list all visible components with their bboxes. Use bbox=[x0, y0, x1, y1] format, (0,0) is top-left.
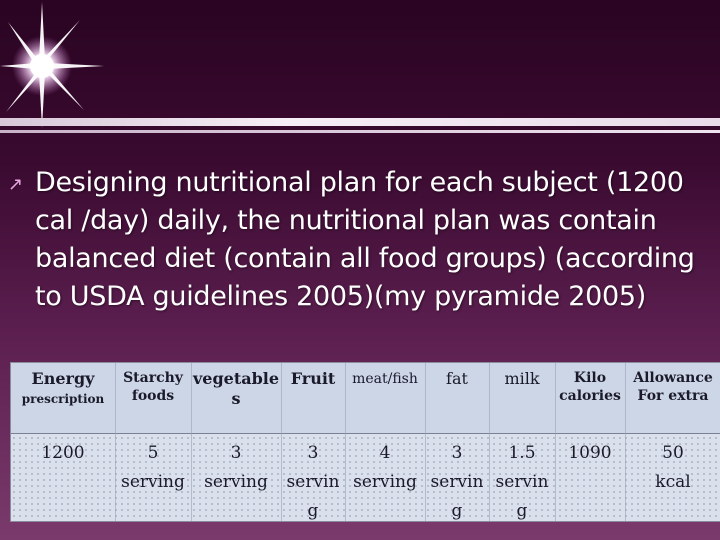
column-divider bbox=[345, 363, 346, 521]
bullet-text: Designing nutritional plan for each subj… bbox=[35, 167, 695, 312]
value-starchy-line1: 5 bbox=[147, 443, 159, 463]
value-milk: 1.5 servin g bbox=[489, 439, 555, 526]
value-allowance-line1: 50 bbox=[662, 443, 684, 463]
value-fruit-line2: servin bbox=[286, 472, 340, 492]
header-starchy-line1: Starchy bbox=[123, 370, 183, 386]
value-kilo-text: 1090 bbox=[568, 443, 612, 463]
header-starchy: Starchy foods bbox=[115, 369, 191, 405]
header-starchy-line2: foods bbox=[131, 388, 175, 404]
header-milk: milk bbox=[489, 369, 555, 389]
nutrition-table: Energy prescription Starchy foods vegeta… bbox=[10, 362, 720, 522]
value-vegetables-line1: 3 bbox=[230, 443, 242, 463]
divider-bar bbox=[0, 118, 720, 126]
value-vegetables: 3 serving bbox=[191, 439, 281, 497]
header-vegetables-line2: s bbox=[231, 389, 241, 408]
value-energy: 1200 bbox=[11, 439, 115, 468]
value-fat-line2: servin bbox=[430, 472, 484, 492]
header-allowance-line1: Allowance bbox=[633, 370, 713, 386]
column-divider bbox=[555, 363, 556, 521]
header-fat-label: fat bbox=[446, 369, 468, 388]
header-kilo-line1: Kilo bbox=[573, 370, 607, 386]
value-milk-line3: g bbox=[516, 501, 528, 521]
value-meatfish: 4 serving bbox=[345, 439, 425, 497]
value-fruit-line3: g bbox=[307, 501, 319, 521]
starburst-icon bbox=[0, 2, 104, 128]
value-fat-line3: g bbox=[451, 501, 463, 521]
header-kilocalories: Kilo calories bbox=[555, 369, 625, 405]
bullet-point: ↗ Designing nutritional plan for each su… bbox=[8, 164, 718, 316]
value-kilocalories: 1090 bbox=[555, 439, 625, 468]
divider-line bbox=[0, 130, 720, 133]
column-divider bbox=[425, 363, 426, 521]
value-fat-line1: 3 bbox=[451, 443, 463, 463]
header-kilo-line2: calories bbox=[559, 388, 621, 404]
value-energy-text: 1200 bbox=[41, 443, 85, 463]
value-vegetables-line2: serving bbox=[204, 472, 268, 492]
column-divider bbox=[625, 363, 626, 521]
header-energy-line2: prescription bbox=[21, 392, 105, 406]
header-fruit: Fruit bbox=[281, 369, 345, 389]
value-milk-line2: servin bbox=[495, 472, 549, 492]
value-starchy-line2: serving bbox=[121, 472, 185, 492]
column-divider bbox=[191, 363, 192, 521]
value-fat: 3 servin g bbox=[425, 439, 489, 526]
header-meatfish-label: meat/fish bbox=[352, 371, 418, 387]
column-divider bbox=[489, 363, 490, 521]
header-fruit-label: Fruit bbox=[290, 369, 336, 388]
header-milk-label: milk bbox=[504, 369, 540, 388]
value-fruit: 3 servin g bbox=[281, 439, 345, 526]
value-meatfish-line2: serving bbox=[353, 472, 417, 492]
value-starchy: 5 serving bbox=[115, 439, 191, 497]
value-allowance-line2: kcal bbox=[655, 472, 691, 492]
arrow-bullet-icon: ↗ bbox=[8, 174, 23, 195]
column-divider bbox=[281, 363, 282, 521]
header-meatfish: meat/fish bbox=[345, 369, 425, 389]
header-energy: Energy prescription bbox=[11, 369, 115, 409]
header-vegetables: vegetable s bbox=[191, 369, 281, 409]
header-fat: fat bbox=[425, 369, 489, 389]
header-vegetables-line1: vegetable bbox=[192, 369, 280, 388]
value-milk-line1: 1.5 bbox=[508, 443, 536, 463]
header-allowance: Allowance For extra bbox=[625, 369, 720, 405]
value-meatfish-line1: 4 bbox=[379, 443, 391, 463]
value-allowance: 50 kcal bbox=[625, 439, 720, 497]
header-energy-line1: Energy bbox=[31, 369, 95, 388]
column-divider bbox=[115, 363, 116, 521]
value-fruit-line1: 3 bbox=[307, 443, 319, 463]
header-allowance-line2: For extra bbox=[637, 388, 709, 404]
table-header-row bbox=[11, 363, 720, 434]
